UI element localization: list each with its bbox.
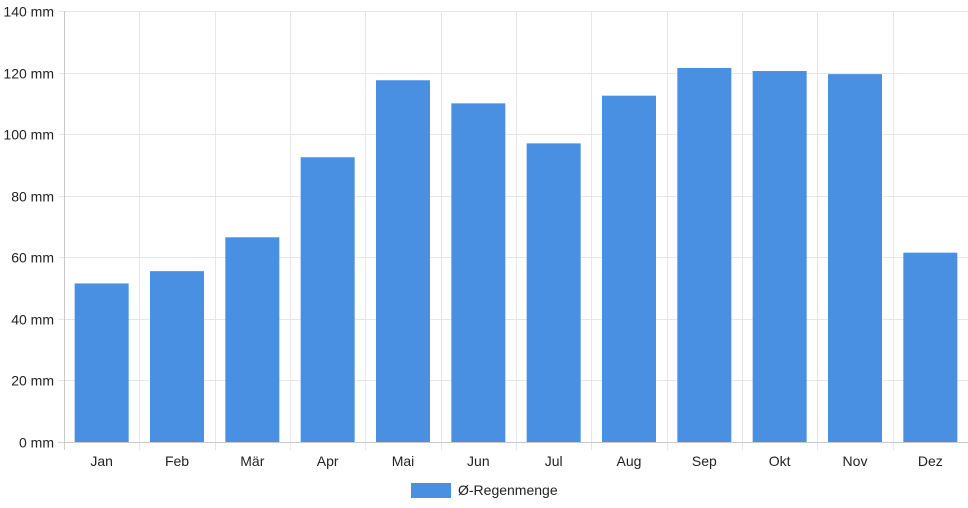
bar-jul[interactable] xyxy=(526,143,581,442)
x-tick-label: Mai xyxy=(392,453,415,469)
y-tick-label: 120 mm xyxy=(3,66,54,82)
y-tick-label: 0 mm xyxy=(19,435,54,451)
bar-mär[interactable] xyxy=(225,237,280,442)
x-tick-label: Jun xyxy=(467,453,490,469)
bar-feb[interactable] xyxy=(150,271,204,442)
x-tick-label: Apr xyxy=(317,453,339,469)
bar-apr[interactable] xyxy=(300,157,355,443)
x-axis-tick-labels: Jan Feb Mär Apr Mai Jun Jul Aug Sep Okt Nov Dez xyxy=(90,453,942,469)
x-tick-label: Sep xyxy=(692,453,717,469)
y-tick-label: 40 mm xyxy=(11,312,54,328)
x-tick-label: Feb xyxy=(165,453,189,469)
bar-okt[interactable] xyxy=(752,71,807,442)
y-axis-tick-labels: 0 mm 20 mm 40 mm 60 mm 80 mm 100 mm 120 mm 140 … xyxy=(3,4,54,451)
bar-aug[interactable] xyxy=(602,95,656,442)
x-tick-label: Jul xyxy=(545,453,563,469)
y-tick-label: 140 mm xyxy=(3,4,54,20)
chart-bars xyxy=(74,67,958,443)
legend-swatch[interactable] xyxy=(411,483,451,498)
chart-axes xyxy=(64,11,968,443)
chart-grid xyxy=(58,11,968,450)
x-tick-label: Mär xyxy=(240,453,264,469)
y-tick-label: 20 mm xyxy=(11,373,54,389)
x-tick-label: Aug xyxy=(617,453,642,469)
bar-dez[interactable] xyxy=(903,252,958,442)
chart-legend[interactable]: Ø-Regenmenge xyxy=(411,482,558,498)
x-tick-label: Jan xyxy=(90,453,113,469)
bar-nov[interactable] xyxy=(828,74,882,443)
x-tick-label: Dez xyxy=(918,453,943,469)
bar-jan[interactable] xyxy=(74,283,129,442)
legend-label[interactable]: Ø-Regenmenge xyxy=(458,482,558,498)
y-tick-label: 100 mm xyxy=(3,127,54,143)
x-tick-label: Nov xyxy=(843,453,868,469)
x-tick-label: Okt xyxy=(769,453,791,469)
bar-mai[interactable] xyxy=(376,80,430,443)
y-tick-label: 60 mm xyxy=(11,250,54,266)
bar-jun[interactable] xyxy=(451,103,506,443)
bar-sep[interactable] xyxy=(677,67,732,442)
y-tick-label: 80 mm xyxy=(11,189,54,205)
